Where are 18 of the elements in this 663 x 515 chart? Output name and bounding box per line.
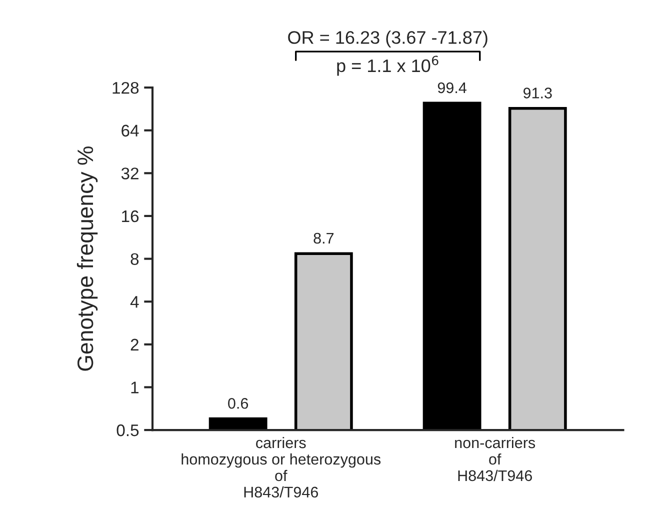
y-tick-label: 2 [130,338,138,350]
x-tick-label: non-carriers of H843/T946 [455,436,536,482]
data-label: 8.7 [314,232,334,244]
data-label: 99.4 [438,82,466,94]
data-label: 0.6 [228,398,248,409]
text: p = 1.1 x 10$^{6}$ [337,56,438,76]
y-tick-label: 4 [130,296,139,308]
x-tick-label: carriers homozygous or heterozygous of H843/T946 [182,436,381,498]
y-tick-label: 128 [112,82,139,94]
y-tick-label: 64 [122,124,139,137]
y-tick-label: 32 [121,168,138,180]
y-tick-label: 16 [122,210,139,222]
y-tick-label: 1 [131,382,138,394]
y-axis-title: Genotype frequency % [76,146,98,371]
y-tick-label: 0.5 [116,424,139,436]
data-label: 91.3 [523,88,552,98]
text: OR = 16.23 (3.67 -71.87) [288,30,488,48]
y-tick-label: 8 [130,253,139,265]
